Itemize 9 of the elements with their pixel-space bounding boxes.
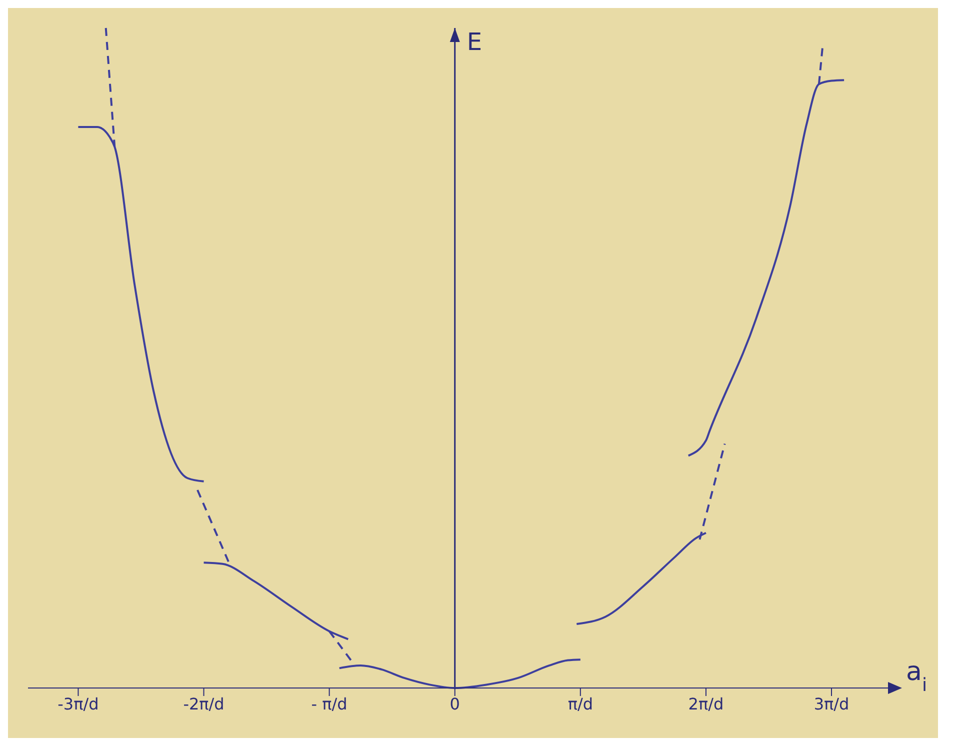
y-axis-title: E [466,28,482,56]
x-tick-label: 2π/d [688,694,724,714]
x-tick-label: π/d [568,694,594,714]
x-tick-label: 0 [450,694,460,714]
x-tick-label: - π/d [311,694,348,714]
x-tick-label: -3π/d [58,694,99,714]
x-axis-title: a$_{i}$ [906,657,927,696]
x-tick-label: 3π/d [814,694,850,714]
x-tick-label: -2π/d [183,694,224,714]
